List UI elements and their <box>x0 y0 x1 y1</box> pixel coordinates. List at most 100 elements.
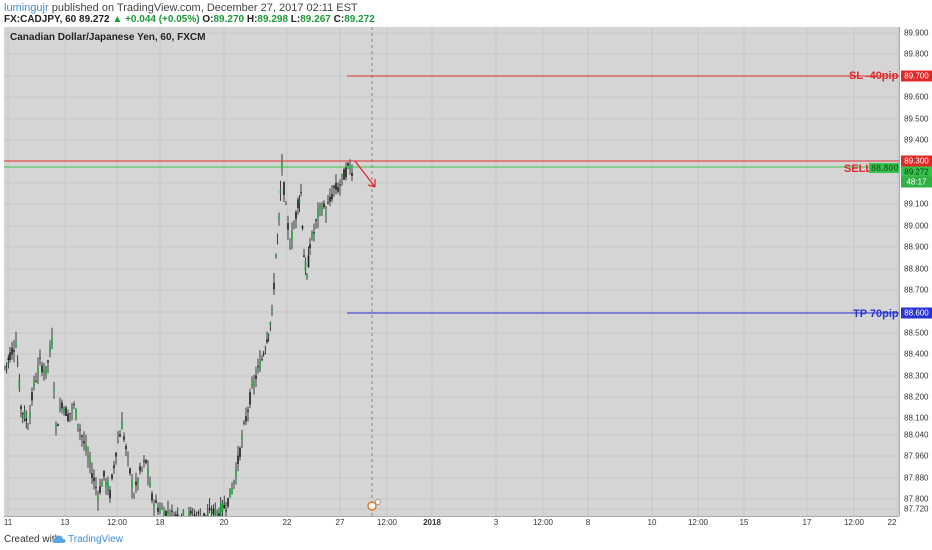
price-tick: 88.700 <box>904 285 929 295</box>
candle-body <box>278 216 280 219</box>
time-tick: 12:00 <box>843 518 865 527</box>
candle-body <box>57 424 59 427</box>
candle-body <box>37 366 39 374</box>
chart-pane[interactable]: Canadian Dollar/Japanese Yen, 60, FXCM S… <box>4 27 899 516</box>
candle-body <box>21 413 24 415</box>
candle-body <box>304 261 307 271</box>
candle-body <box>176 514 179 516</box>
candle-body <box>135 481 137 486</box>
candle-body <box>99 486 101 493</box>
candle-body <box>347 163 349 166</box>
candle-body <box>337 186 339 192</box>
candle-body <box>105 480 107 487</box>
candle-body <box>237 455 239 464</box>
candle-body <box>233 480 235 484</box>
time-tick: 18 <box>155 518 165 527</box>
candle-body <box>71 406 73 411</box>
candle-body <box>129 468 131 474</box>
last-price: 89.272 <box>79 14 110 25</box>
candle-body <box>293 227 295 229</box>
candle-body <box>75 409 77 420</box>
sell-price-label: 89.300 <box>901 155 932 167</box>
candle-body <box>49 346 51 353</box>
high-value: 89.298 <box>257 14 289 25</box>
candle-body <box>155 500 157 503</box>
candle-body <box>115 452 117 457</box>
candle-body <box>67 413 69 421</box>
candle-body <box>123 436 125 440</box>
tradingview-brand-link[interactable]: TradingView <box>68 534 124 545</box>
candle-body <box>182 510 185 516</box>
candle-body <box>266 339 268 343</box>
candle-body <box>125 446 127 450</box>
published-text: published on TradingView.com, December 2… <box>51 2 358 14</box>
price-change: ▲ +0.044 (+0.05%) <box>112 14 200 25</box>
price-axis[interactable]: 89.900 89.800 89.700 89.600 89.500 89.400 89.3… <box>899 27 932 516</box>
candle-body <box>327 202 329 204</box>
candle-body <box>313 232 315 234</box>
time-tick: 3 <box>493 518 499 527</box>
candle-body <box>61 402 63 409</box>
candle-body <box>89 458 91 465</box>
candle-body <box>25 418 28 422</box>
candle-body <box>53 389 55 392</box>
candle-body <box>341 174 343 177</box>
candle-body <box>319 204 321 209</box>
ohlc-legend: FX:CADJPY, 60 89.272 ▲ +0.044 (+0.05%) O… <box>4 14 375 25</box>
candle-body <box>197 512 200 514</box>
candle-body <box>221 502 224 512</box>
time-tick: 12:00 <box>532 518 554 527</box>
price-tick: 89.400 <box>904 135 929 145</box>
tradingview-cloud-icon <box>52 535 66 543</box>
author-link[interactable]: lumingujr <box>4 2 49 14</box>
candle-body <box>188 511 190 516</box>
candle-body <box>77 423 79 426</box>
candle-body <box>267 334 270 336</box>
candle-body <box>339 184 341 186</box>
candle-body <box>323 203 325 208</box>
candle-body <box>241 436 243 440</box>
candle-body <box>295 211 297 220</box>
time-tick: 2018 <box>423 518 441 527</box>
tp-price-label: 88.600 <box>901 307 932 319</box>
candle-body <box>276 235 279 237</box>
candle-body <box>329 196 331 202</box>
price-tick: 89.900 <box>904 28 929 38</box>
candle-body <box>97 495 99 501</box>
sell-annotation[interactable]: SELL <box>844 163 873 175</box>
tp-annotation[interactable]: TP 70pips <box>853 308 899 320</box>
candle-body <box>306 275 308 279</box>
time-axis[interactable]: 11 13 12:00 18 20 22 27 12:00 2018 3 12:00 8 10 12:00… <box>4 516 899 529</box>
sl-annotation[interactable]: SL -40pips <box>849 70 899 82</box>
time-tick: 12:00 <box>106 518 128 527</box>
candle-body <box>5 363 8 365</box>
candle-body <box>117 441 119 443</box>
candle-body <box>243 422 245 424</box>
candle-body <box>261 359 263 361</box>
time-tick: 22 <box>282 518 292 527</box>
candle-body <box>210 515 213 516</box>
candle-body <box>205 514 207 516</box>
candle-body <box>15 342 17 347</box>
candle-body <box>317 209 319 218</box>
time-tick: 12:00 <box>376 518 398 527</box>
candle-body <box>212 508 215 515</box>
price-tick: 89.000 <box>904 221 929 231</box>
candle-body <box>79 429 81 431</box>
candle-body <box>193 514 196 516</box>
candle-body <box>109 489 111 499</box>
candle-body <box>69 412 71 414</box>
candle-body <box>35 380 37 382</box>
candle-body <box>325 213 327 216</box>
candle-body <box>93 477 95 482</box>
candle-body <box>255 375 257 379</box>
candle-body <box>119 434 121 437</box>
candle-body <box>257 366 259 368</box>
candle-body <box>43 370 45 373</box>
candle-body <box>264 348 267 350</box>
candle-body <box>300 192 302 194</box>
candle-body <box>55 423 57 427</box>
candle-body <box>141 467 143 469</box>
candle-body <box>153 503 155 508</box>
price-chart[interactable] <box>4 27 899 516</box>
